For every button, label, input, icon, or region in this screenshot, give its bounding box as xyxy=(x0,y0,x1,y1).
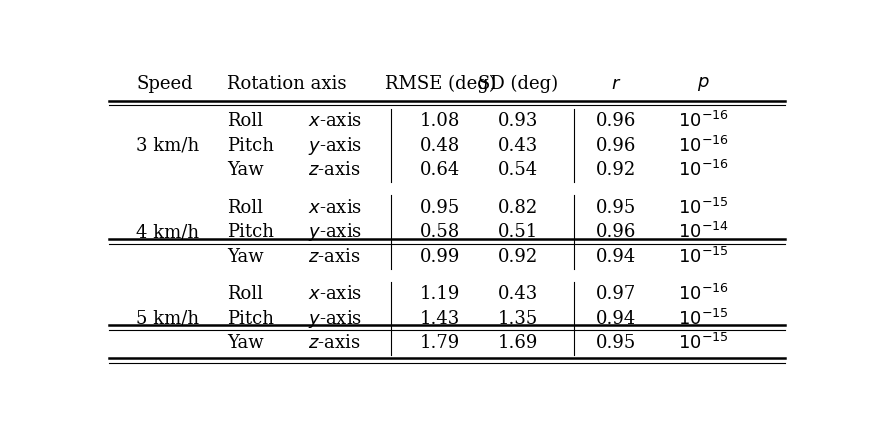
Text: $10^{-16}$: $10^{-16}$ xyxy=(678,136,729,156)
Text: $10^{-16}$: $10^{-16}$ xyxy=(678,284,729,304)
Text: 0.95: 0.95 xyxy=(420,198,460,217)
Text: Speed: Speed xyxy=(136,75,193,92)
Text: Yaw: Yaw xyxy=(228,248,264,265)
Text: $z$-axis: $z$-axis xyxy=(309,248,361,265)
Text: $x$-axis: $x$-axis xyxy=(309,198,363,217)
Text: $z$-axis: $z$-axis xyxy=(309,334,361,352)
Text: 0.93: 0.93 xyxy=(498,112,538,130)
Text: 0.92: 0.92 xyxy=(596,161,636,179)
Text: 0.96: 0.96 xyxy=(596,112,636,130)
Text: 0.95: 0.95 xyxy=(596,198,636,217)
Text: Roll: Roll xyxy=(228,285,263,303)
Text: $10^{-16}$: $10^{-16}$ xyxy=(678,111,729,131)
Text: $x$-axis: $x$-axis xyxy=(309,285,363,303)
Text: Yaw: Yaw xyxy=(228,161,264,179)
Text: 1.35: 1.35 xyxy=(498,310,538,328)
Text: Rotation axis: Rotation axis xyxy=(228,75,347,92)
Text: Yaw: Yaw xyxy=(228,334,264,352)
Text: 0.94: 0.94 xyxy=(596,310,636,328)
Text: 0.82: 0.82 xyxy=(498,198,538,217)
Text: SD (deg): SD (deg) xyxy=(478,74,558,93)
Text: $10^{-15}$: $10^{-15}$ xyxy=(678,246,729,267)
Text: 0.97: 0.97 xyxy=(596,285,636,303)
Text: 0.94: 0.94 xyxy=(596,248,636,265)
Text: 0.99: 0.99 xyxy=(420,248,460,265)
Text: $y$-axis: $y$-axis xyxy=(309,221,363,243)
Text: $z$-axis: $z$-axis xyxy=(309,161,361,179)
Text: 4 km/h: 4 km/h xyxy=(136,223,199,241)
Text: Pitch: Pitch xyxy=(228,310,275,328)
Text: 0.43: 0.43 xyxy=(498,137,538,155)
Text: 0.58: 0.58 xyxy=(420,223,460,241)
Text: $y$-axis: $y$-axis xyxy=(309,307,363,329)
Text: 0.96: 0.96 xyxy=(596,223,636,241)
Text: 1.69: 1.69 xyxy=(498,334,538,352)
Text: 0.54: 0.54 xyxy=(498,161,538,179)
Text: $10^{-15}$: $10^{-15}$ xyxy=(678,309,729,329)
Text: 0.96: 0.96 xyxy=(596,137,636,155)
Text: Roll: Roll xyxy=(228,198,263,217)
Text: 0.43: 0.43 xyxy=(498,285,538,303)
Text: Roll: Roll xyxy=(228,112,263,130)
Text: $p$: $p$ xyxy=(698,75,710,92)
Text: $10^{-16}$: $10^{-16}$ xyxy=(678,160,729,180)
Text: $10^{-14}$: $10^{-14}$ xyxy=(678,222,729,242)
Text: 0.92: 0.92 xyxy=(498,248,538,265)
Text: $10^{-15}$: $10^{-15}$ xyxy=(678,198,729,218)
Text: 1.19: 1.19 xyxy=(420,285,460,303)
Text: 5 km/h: 5 km/h xyxy=(136,310,199,328)
Text: RMSE (deg): RMSE (deg) xyxy=(385,74,495,93)
Text: $x$-axis: $x$-axis xyxy=(309,112,363,130)
Text: $r$: $r$ xyxy=(610,75,621,92)
Text: $10^{-15}$: $10^{-15}$ xyxy=(678,333,729,353)
Text: Pitch: Pitch xyxy=(228,137,275,155)
Text: 1.08: 1.08 xyxy=(420,112,460,130)
Text: 1.43: 1.43 xyxy=(420,310,460,328)
Text: 0.95: 0.95 xyxy=(596,334,636,352)
Text: 3 km/h: 3 km/h xyxy=(136,137,200,155)
Text: 0.48: 0.48 xyxy=(420,137,460,155)
Text: $y$-axis: $y$-axis xyxy=(309,134,363,156)
Text: 1.79: 1.79 xyxy=(420,334,460,352)
Text: 0.64: 0.64 xyxy=(420,161,460,179)
Text: Pitch: Pitch xyxy=(228,223,275,241)
Text: 0.51: 0.51 xyxy=(498,223,538,241)
